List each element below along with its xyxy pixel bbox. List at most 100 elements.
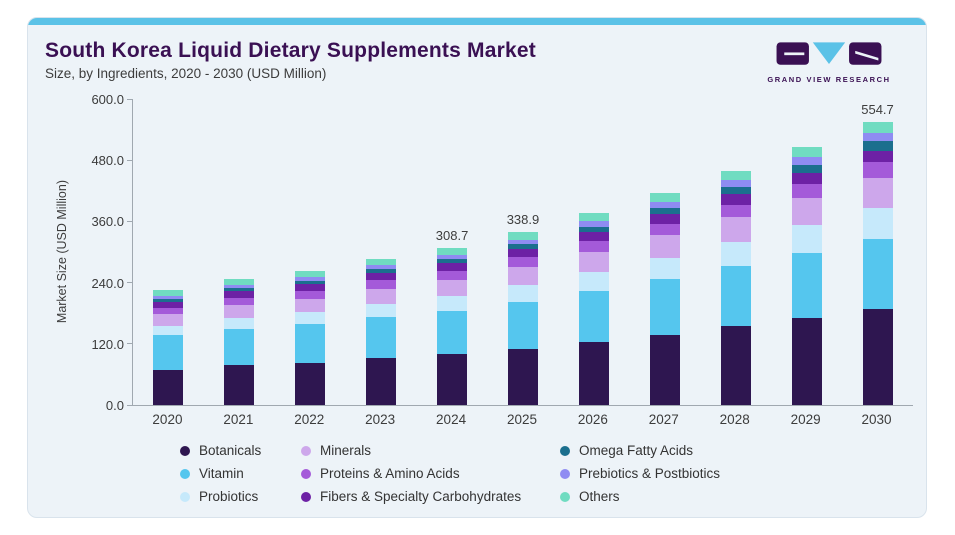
x-axis-label-2025: 2025 [506,412,537,427]
bar-segment-omega-fatty-acids-2027 [649,207,680,214]
y-tick-label: 120.0 [91,336,124,352]
bar-segment-proteins-amino-acids-2020 [153,307,184,315]
bar-segment-minerals-2023 [366,288,397,304]
bar-segment-minerals-2020 [153,314,184,327]
legend-column-1: Botanicals Vitamin Probiotics [180,439,301,508]
bar-stack-2022 [295,271,326,405]
card-accent-bar [28,18,926,25]
page-subtitle: Size, by Ingredients, 2020 - 2030 (USD M… [45,66,327,81]
bar-segment-vitamin-2021 [224,328,255,366]
legend-label: Prebiotics & Postbiotics [579,466,721,481]
bar-segment-fibers-specialty-carbohydrates-2030 [862,150,893,163]
bar-segment-vitamin-2028 [720,266,751,327]
report-card: South Korea Liquid Dietary Supplements M… [27,17,927,518]
bar-segment-prebiotics-postbiotics-2020 [153,295,184,299]
grand-view-research-logo: GRAND VIEW RESEARCH [754,41,904,84]
bar-stack-2021 [224,278,255,405]
bar-segment-minerals-2024 [437,279,468,297]
y-axis-tick-labels: 0.0 120.0 240.0 360.0 480.0 600.0 [82,92,132,413]
x-axis-label-2020: 2020 [152,412,183,427]
x-axis-label-2024: 2024 [436,412,467,427]
bar-segment-proteins-amino-acids-2022 [295,290,326,299]
bar-segment-omega-fatty-acids-2022 [295,280,326,285]
bar-segment-prebiotics-postbiotics-2022 [295,277,326,281]
bar-segment-probiotics-2021 [224,317,255,329]
legend-item-proteins-amino-acids: Proteins & Amino Acids [301,462,560,485]
bar-segment-fibers-specialty-carbohydrates-2028 [720,194,751,205]
bar-segment-botanicals-2030 [862,308,893,405]
bar-segment-prebiotics-postbiotics-2021 [224,284,255,288]
legend-item-fibers-specialty-carbohydrates: Fibers & Specialty Carbohydrates [301,485,560,508]
bar-segment-others-2024 [437,247,468,255]
bar-segment-probiotics-2020 [153,326,184,336]
bar-segment-probiotics-2026 [578,271,609,291]
bar-segment-probiotics-2023 [366,303,397,318]
bar-2021 [204,99,275,405]
x-axis-label-2023: 2023 [365,412,396,427]
bar-stack-2026 [578,213,609,405]
bar-segment-minerals-2022 [295,298,326,313]
bar-segment-proteins-amino-acids-2024 [437,270,468,280]
bar-segment-botanicals-2027 [649,334,680,405]
bar-segment-vitamin-2020 [153,335,184,370]
bar-segment-fibers-specialty-carbohydrates-2027 [649,214,680,224]
logo-text: GRAND VIEW RESEARCH [767,75,891,84]
bar-2022 [275,99,346,405]
x-axis-labels: 2020 2021 2022 2023 2024 2025 2026 2027 2028 2029… [132,412,912,427]
bar-segment-botanicals-2021 [224,365,255,405]
bar-segment-proteins-amino-acids-2021 [224,297,255,305]
bar-segment-botanicals-2028 [720,326,751,405]
bar-segment-botanicals-2029 [791,317,822,405]
bar-segment-others-2030 [862,122,893,133]
legend-column-3: Omega Fatty Acids Prebiotics & Postbiotic… [560,439,720,508]
bar-segment-omega-fatty-acids-2023 [366,269,397,274]
legend: Botanicals Vitamin Probiotics Minerals Prote… [180,439,926,508]
bar-segment-prebiotics-postbiotics-2029 [791,156,822,165]
plot-area: 308.7 338.9 554.7 [127,98,913,406]
bar-segment-prebiotics-postbiotics-2026 [578,221,609,227]
bar-segment-proteins-amino-acids-2028 [720,204,751,218]
bar-2024: 308.7 [417,99,488,405]
bar-segment-fibers-specialty-carbohydrates-2029 [791,172,822,184]
y-tick-mark [127,343,133,345]
bar-stack-2020 [153,290,184,405]
bar-total-label-2030: 554.7 [861,102,894,118]
bar-segment-botanicals-2020 [153,369,184,405]
y-tick-label: 480.0 [91,153,124,169]
bar-stack-2023 [366,258,397,405]
bar-segment-proteins-amino-acids-2027 [649,223,680,236]
bar-segment-prebiotics-postbiotics-2028 [720,180,751,188]
legend-dot-icon [301,491,311,502]
legend-label: Others [579,489,620,504]
legend-dot-icon [560,491,570,502]
x-axis-label-2029: 2029 [790,412,821,427]
bar-segment-proteins-amino-acids-2023 [366,280,397,289]
x-axis-label-2028: 2028 [719,412,750,427]
bar-segment-vitamin-2026 [578,290,609,342]
bar-segment-vitamin-2023 [366,317,397,359]
bar-segment-vitamin-2030 [862,238,893,309]
bar-segment-others-2027 [649,192,680,202]
y-tick-mark [127,98,133,100]
bar-segment-minerals-2028 [720,217,751,243]
bar-stack-2025 [507,232,538,405]
header: South Korea Liquid Dietary Supplements M… [28,25,926,84]
bar-segment-fibers-specialty-carbohydrates-2025 [507,249,538,258]
bar-segment-fibers-specialty-carbohydrates-2021 [224,291,255,298]
bar-segment-others-2029 [791,146,822,157]
bar-segment-vitamin-2022 [295,324,326,363]
bar-segment-probiotics-2024 [437,296,468,311]
bar-segment-botanicals-2023 [366,358,397,405]
bar-segment-fibers-specialty-carbohydrates-2020 [153,301,184,308]
y-tick-mark [127,282,133,284]
bar-segment-prebiotics-postbiotics-2030 [862,132,893,142]
page-title: South Korea Liquid Dietary Supplements M… [45,39,536,62]
bar-segment-minerals-2025 [507,267,538,286]
bar-segment-omega-fatty-acids-2026 [578,226,609,233]
bar-segment-others-2021 [224,278,255,285]
bar-segment-omega-fatty-acids-2021 [224,287,255,292]
bar-2029 [771,99,842,405]
bar-stack-2029 [791,146,822,405]
bar-segment-probiotics-2030 [862,207,893,239]
bar-2020 [133,99,204,405]
